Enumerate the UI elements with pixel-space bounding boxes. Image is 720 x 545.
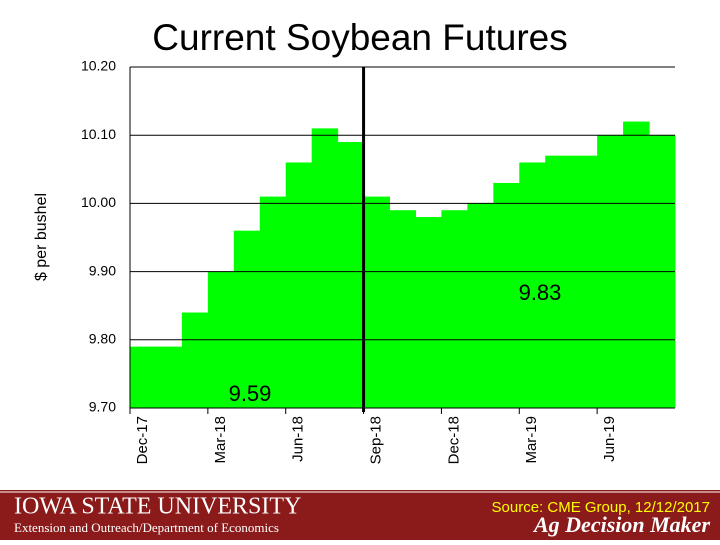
y-tick-label: 9.70	[89, 399, 116, 415]
bar	[545, 155, 572, 408]
university-name: Iowa State University	[14, 494, 301, 520]
bar	[311, 128, 339, 408]
bar	[259, 196, 287, 408]
bar	[233, 230, 261, 408]
x-tick-label: Jun-19	[601, 416, 618, 462]
y-tick-label: 10.00	[81, 194, 116, 210]
bar	[389, 210, 416, 408]
y-tick-label: 10.20	[81, 58, 116, 74]
bar	[285, 162, 313, 408]
x-tick-label: Dec-17	[134, 416, 151, 464]
bar	[623, 121, 650, 408]
x-tick-label: Mar-19	[523, 416, 540, 464]
y-axis-label: $ per bushel	[33, 193, 50, 281]
bar	[493, 182, 520, 408]
bar	[571, 155, 598, 408]
x-tick-label: Sep-18	[368, 416, 385, 464]
x-tick-label: Dec-18	[445, 416, 462, 464]
footer-band	[0, 490, 720, 540]
bar	[130, 346, 157, 408]
x-tick-label: Jun-18	[290, 416, 307, 462]
brand: Ag Decision Maker	[532, 512, 710, 537]
chart-title: Current Soybean Futures	[152, 17, 567, 58]
x-tick-label: Mar-18	[212, 416, 229, 464]
y-tick-label: 9.90	[89, 262, 116, 278]
bar	[363, 196, 391, 408]
bar	[415, 217, 442, 408]
bar	[181, 312, 209, 408]
annotation: 9.59	[229, 381, 272, 406]
bar	[155, 346, 183, 408]
bar	[337, 142, 365, 408]
y-tick-label: 10.10	[81, 126, 116, 142]
source: Source: CME Group, 12/12/2017	[492, 499, 710, 516]
department: Extension and Outreach/Department of Eco…	[14, 520, 279, 535]
annotation: 9.83	[519, 280, 562, 305]
bar	[467, 203, 494, 408]
y-tick-label: 9.80	[89, 331, 116, 347]
bar	[441, 210, 468, 408]
